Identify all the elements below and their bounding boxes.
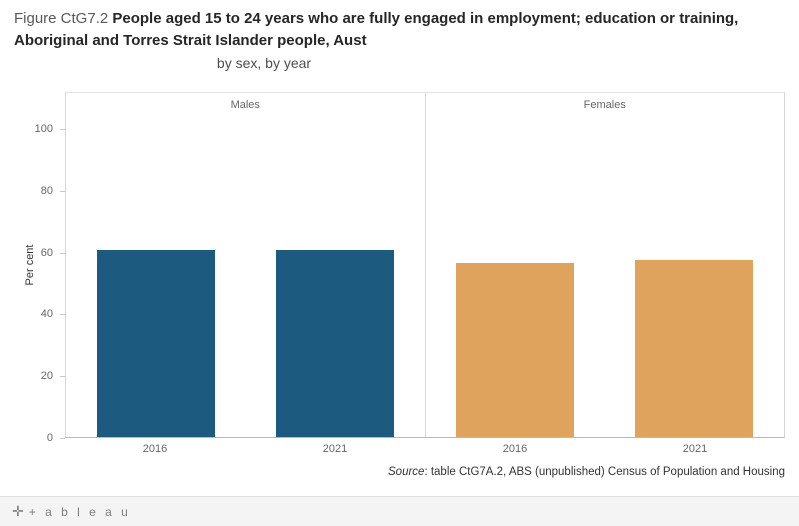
y-axis: 0 20 40 60 80 100 [0,92,65,444]
source-text: : table CtG7A.2, ABS (unpublished) Censu… [424,466,785,478]
bar-slot [245,93,424,437]
y-tick-mark [60,438,65,439]
bar-females-2016[interactable] [456,263,575,437]
y-tick-label: 20 [40,370,53,383]
tableau-logo-text: + a b l e a u [28,504,131,519]
bars-females [426,93,785,437]
y-tick-label: 100 [34,123,53,136]
tableau-footer: ✛ + a b l e a u [0,496,799,526]
y-tick-mark [60,376,65,378]
chart-title-main: People aged 15 to 24 years who are fully… [14,10,739,49]
y-tick-mark [60,252,65,254]
y-tick-label: 40 [40,308,53,321]
y-tick-label: 60 [40,246,53,259]
x-label-males-2021: 2021 [322,443,348,455]
panel-header-males: Males [230,99,260,111]
panel-header-females: Females [583,99,626,111]
panel-females: Females [424,93,785,437]
plot-area: Males Females [65,92,785,438]
bar-slot [66,93,245,437]
title-block: Figure CtG7.2 People aged 15 to 24 years… [14,8,789,71]
bar-males-2021[interactable] [275,249,394,437]
bar-slot [426,93,605,437]
y-tick-mark [60,190,65,192]
source-label: Source [388,466,425,478]
x-axis: 2016 2021 2016 2021 [65,443,785,455]
x-label-males-2016: 2016 [142,443,168,455]
chart-subtitle: by sex, by year [216,55,312,71]
chart-title: Figure CtG7.2 People aged 15 to 24 years… [14,8,789,52]
source-note: Source: table CtG7A.2, ABS (unpublished)… [388,466,785,478]
bar-slot [605,93,784,437]
chart-title-prefix: Figure CtG7.2 [14,10,113,27]
tableau-logo-icon: ✛ [12,503,24,519]
bar-males-2016[interactable] [96,249,215,437]
bars-males [66,93,425,437]
tableau-logo[interactable]: ✛ + a b l e a u [12,503,131,520]
x-label-females-2016: 2016 [502,443,528,455]
panel-males: Males [66,93,425,437]
y-tick-mark [60,129,65,131]
bar-females-2021[interactable] [635,260,754,437]
y-tick-mark [60,314,65,316]
y-tick-label: 80 [40,184,53,197]
x-label-females-2021: 2021 [682,443,708,455]
y-tick-label: 0 [46,432,53,444]
